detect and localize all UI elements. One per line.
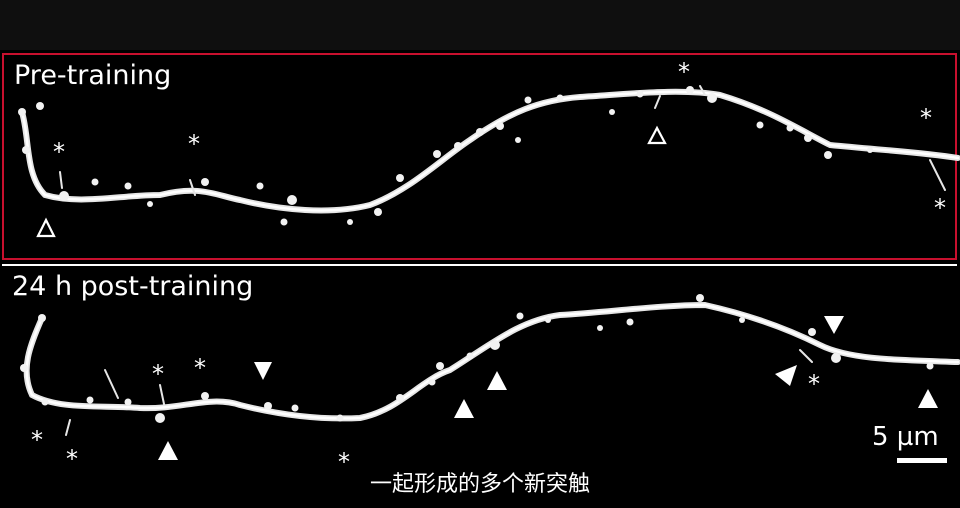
pre-training-dendrite xyxy=(19,85,960,214)
pre-training-spines xyxy=(18,86,873,226)
post-training-label: 24 h post-training xyxy=(12,271,254,302)
pre-training-label: Pre-training xyxy=(14,60,172,91)
video-subtitle: 一起形成的多个新突触 xyxy=(369,472,590,497)
post-training-dendrite xyxy=(23,301,960,436)
pre-training-markers xyxy=(36,125,667,238)
asterisk-mark: * xyxy=(808,370,820,398)
asterisk-mark: * xyxy=(31,426,43,454)
scale-bar-label: 5 µm xyxy=(872,422,939,452)
asterisk-mark: * xyxy=(152,360,164,388)
scale-bar xyxy=(897,458,947,463)
asterisk-mark: * xyxy=(920,104,932,132)
post-training-markers xyxy=(158,316,938,460)
asterisk-mark: * xyxy=(194,354,206,382)
top-black-bar xyxy=(0,0,960,50)
pre-training-panel: Pre-training xyxy=(2,53,957,260)
post-training-panel: 24 h post-training xyxy=(2,264,957,474)
asterisk-mark: * xyxy=(934,194,946,222)
asterisk-mark: * xyxy=(188,130,200,158)
asterisk-mark: * xyxy=(53,138,65,166)
asterisk-mark: * xyxy=(338,448,350,476)
post-training-spines xyxy=(20,294,934,423)
asterisk-mark: * xyxy=(66,445,78,473)
asterisk-mark: * xyxy=(678,58,690,86)
